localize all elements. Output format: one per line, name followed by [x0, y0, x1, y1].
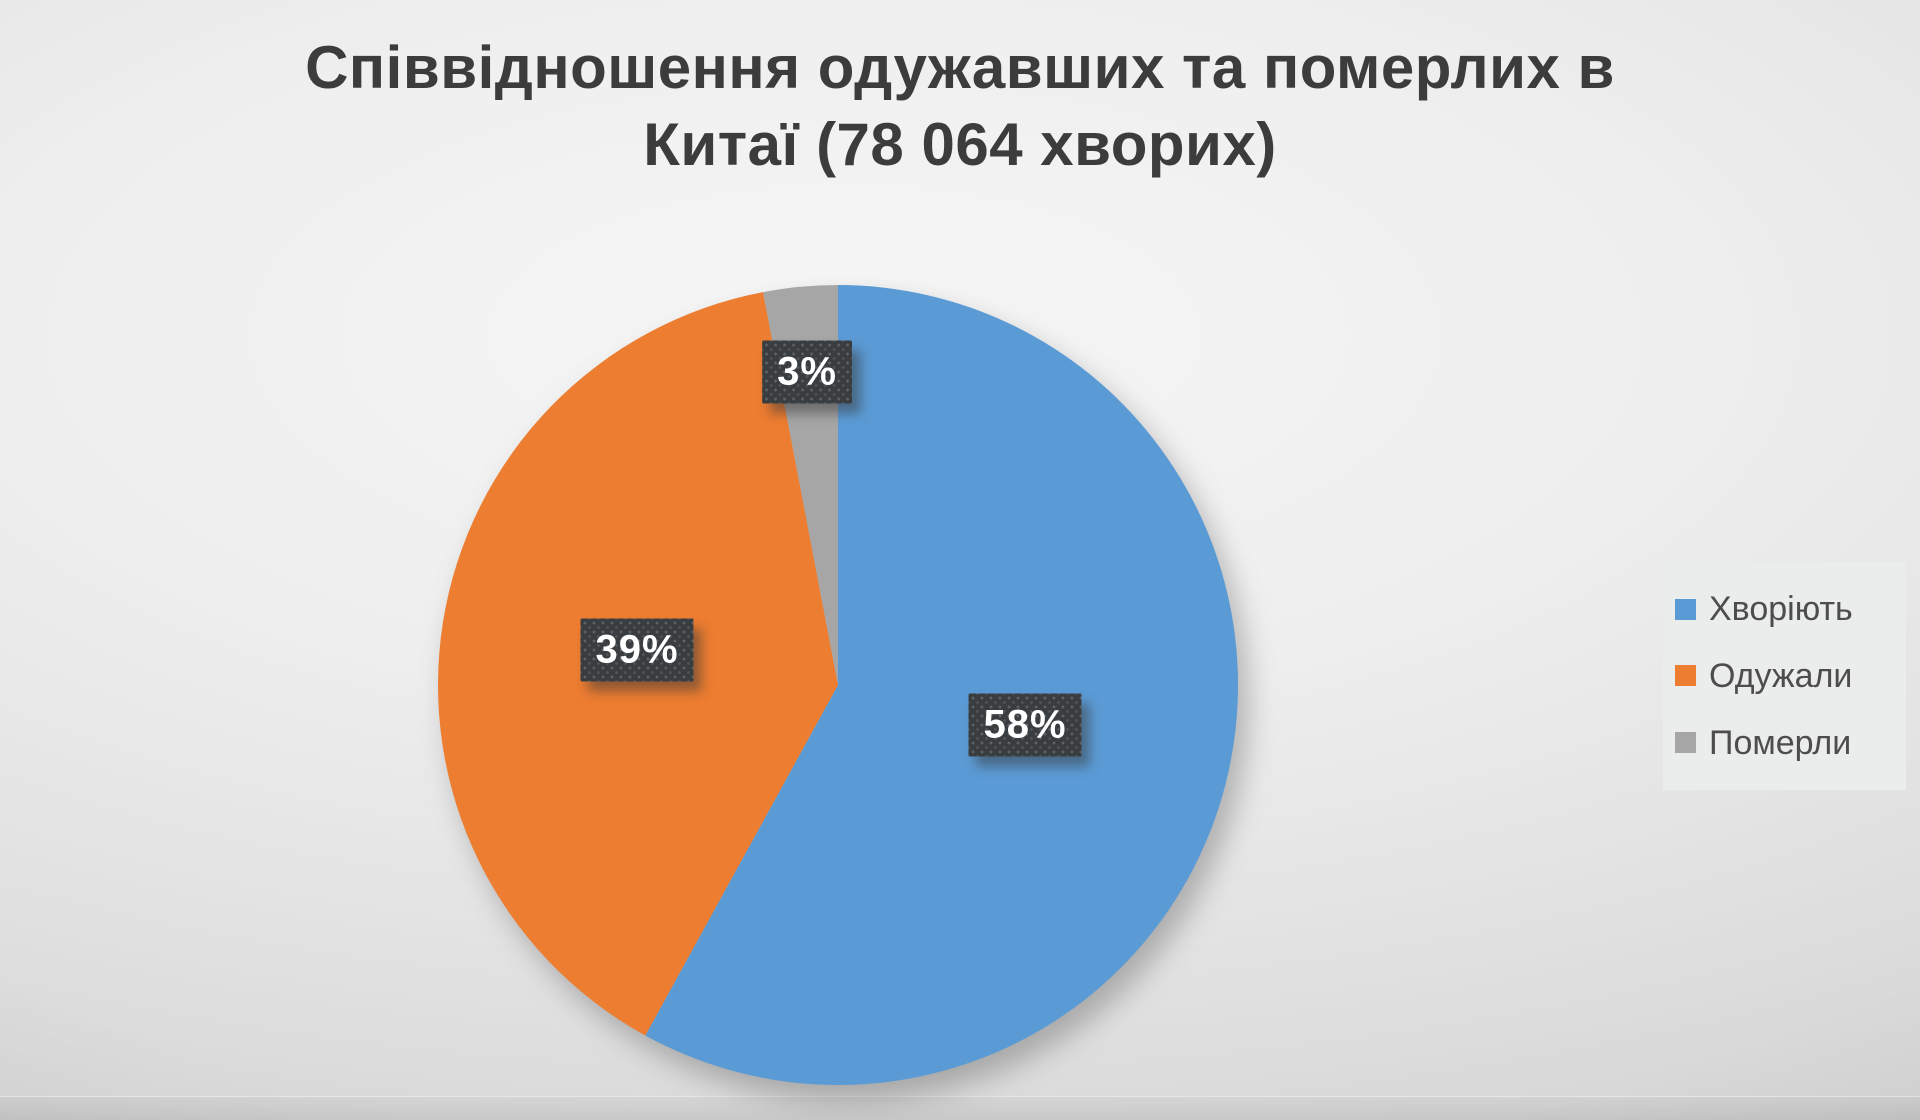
chart-title: Співвідношення одужавших та померлих в К… — [0, 30, 1920, 184]
legend-label-2: Померли — [1709, 723, 1852, 762]
legend-swatch-icon-2 — [1675, 732, 1696, 754]
data-label-slice-0: 58% — [968, 694, 1081, 757]
pie-slice-0 — [645, 285, 1239, 1085]
legend: Хворіють Одужали Померли — [1663, 562, 1906, 790]
slide-bottom-edge — [0, 1096, 1920, 1120]
data-label-slice-1: 39% — [580, 619, 693, 682]
legend-item-1: Одужали — [1675, 659, 1900, 693]
data-label-slice-2: 3% — [762, 341, 852, 404]
legend-item-2: Померли — [1675, 726, 1900, 760]
legend-swatch-icon-0 — [1675, 598, 1696, 620]
legend-label-1: Одужали — [1709, 656, 1853, 695]
legend-swatch-icon-1 — [1675, 665, 1696, 687]
chart-title-line2: Китаї (78 064 хворих) — [643, 110, 1277, 178]
legend-item-0: Хворіють — [1675, 592, 1900, 626]
chart-title-line1: Співвідношення одужавших та померлих в — [305, 34, 1615, 101]
legend-label-0: Хворіють — [1709, 590, 1853, 629]
